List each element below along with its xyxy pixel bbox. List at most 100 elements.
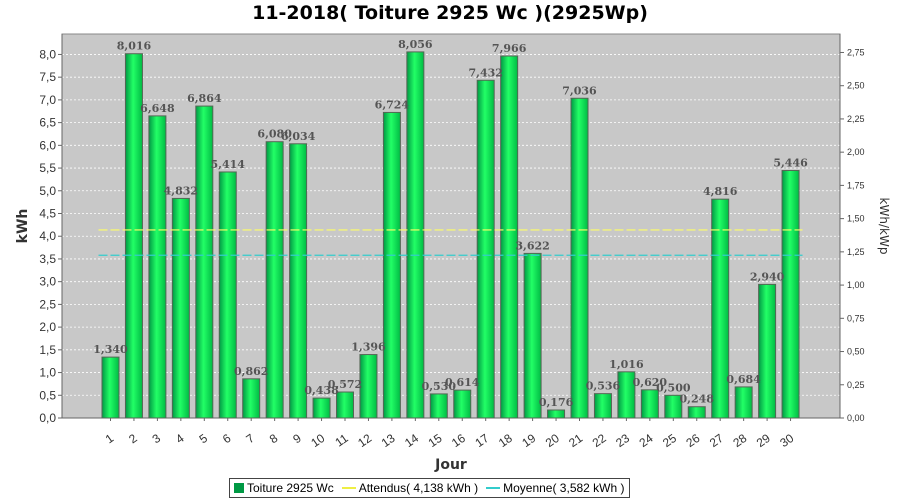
data-label: 0,862	[234, 365, 268, 378]
x-tick-label: 18	[496, 431, 515, 450]
bar	[547, 409, 566, 419]
x-tick-label: 7	[243, 431, 257, 446]
data-label: 0,176	[539, 396, 574, 409]
x-tick-label: 5	[197, 431, 211, 446]
bar	[289, 143, 308, 419]
x-tick-label: 20	[543, 431, 562, 450]
bar	[171, 197, 190, 419]
data-label: 6,724	[375, 98, 410, 111]
y-right-tick-label: 2,25	[847, 114, 865, 124]
legend: Toiture 2925 Wc Attendus( 4,138 kWh ) Mo…	[229, 478, 630, 498]
y-right-tick-label: 2,00	[847, 147, 865, 157]
bar	[312, 397, 331, 419]
bar	[336, 391, 354, 419]
data-label: 0,500	[656, 381, 691, 394]
x-tick-label: 25	[660, 431, 679, 450]
y-tick-label: 0,5	[39, 388, 56, 402]
x-tick-label: 26	[683, 431, 702, 450]
y-right-axis-title: kWh/kWp	[877, 198, 891, 255]
y-tick-label: 8,0	[39, 47, 56, 61]
x-tick-label: 22	[590, 431, 609, 450]
y-tick-label: 4,0	[39, 229, 56, 243]
data-label: 6,080	[257, 128, 292, 141]
bar	[195, 105, 214, 419]
legend-item-production: Toiture 2925 Wc	[234, 481, 334, 495]
bar	[476, 79, 495, 419]
y-right-tick-label: 0,50	[847, 347, 865, 357]
x-tick-label: 15	[426, 431, 445, 450]
legend-swatch-average	[486, 487, 501, 489]
chart-title: 11-2018( Toiture 2925 Wc )(2925Wp)	[252, 2, 648, 24]
x-tick-label: 16	[449, 431, 468, 450]
bar	[781, 170, 800, 419]
x-tick-label: 9	[290, 431, 304, 446]
bar	[593, 393, 612, 419]
y-tick-label: 2,0	[39, 320, 56, 334]
data-label: 0,620	[633, 376, 668, 389]
bar	[148, 115, 167, 419]
x-tick-label: 24	[637, 431, 656, 450]
data-label: 0,614	[445, 376, 480, 389]
bar	[359, 354, 378, 419]
y-right-tick-label: 0,75	[847, 313, 865, 323]
x-tick-label: 19	[519, 431, 538, 450]
bar	[242, 378, 261, 419]
y-right-tick-label: 2,75	[847, 47, 865, 57]
legend-swatch-expected	[341, 487, 356, 489]
y-tick-label: 6,0	[39, 138, 56, 152]
x-tick-label: 29	[754, 431, 773, 450]
x-tick-label: 10	[308, 431, 327, 450]
data-label: 7,432	[468, 66, 502, 79]
y-right-tick-label: 0,25	[847, 380, 865, 390]
y-tick-label: 2,5	[39, 297, 56, 311]
x-tick-label: 13	[379, 431, 398, 450]
data-label: 2,940	[750, 270, 785, 283]
bar	[523, 252, 542, 419]
bar	[687, 406, 706, 419]
y-tick-label: 1,5	[39, 343, 56, 357]
data-label: 8,016	[117, 40, 152, 53]
y-tick-label: 1,0	[39, 366, 56, 380]
y-tick-label: 5,0	[39, 184, 56, 198]
data-label: 1,016	[609, 358, 644, 371]
legend-label-expected: Attendus( 4,138 kWh )	[358, 481, 479, 495]
x-tick-label: 30	[777, 431, 796, 450]
y-right-tick-label: 1,00	[847, 280, 865, 290]
x-tick-label: 27	[707, 431, 726, 450]
bar	[500, 55, 519, 419]
y-tick-label: 6,5	[39, 116, 56, 130]
data-label: 1,396	[351, 341, 386, 354]
y-right-tick-label: 0,00	[847, 413, 865, 423]
bar	[429, 393, 448, 419]
data-label: 0,536	[586, 380, 621, 393]
y-tick-label: 0,0	[39, 411, 56, 425]
x-tick-label: 11	[332, 431, 351, 450]
data-label: 7,036	[562, 84, 597, 97]
y-tick-label: 7,0	[39, 93, 56, 107]
data-label: 0,684	[726, 373, 761, 386]
bar	[406, 51, 425, 419]
data-label: 0,438	[304, 384, 339, 397]
legend-swatch-production	[234, 483, 244, 493]
x-tick-label: 1	[103, 431, 117, 446]
bar	[453, 389, 472, 419]
y-tick-label: 5,5	[39, 161, 56, 175]
y-right-tick-label: 1,50	[847, 214, 865, 224]
bar	[382, 111, 401, 419]
y-tick-label: 7,5	[39, 70, 56, 84]
x-tick-label: 17	[472, 431, 491, 450]
data-label: 0,572	[328, 378, 362, 391]
y-tick-label: 4,5	[39, 207, 56, 221]
bar	[734, 386, 753, 419]
data-label: 5,414	[211, 158, 246, 171]
x-tick-label: 2	[126, 431, 140, 446]
legend-label-production: Toiture 2925 Wc	[247, 481, 334, 495]
x-tick-label: 14	[402, 431, 421, 450]
data-label: 6,864	[187, 92, 222, 105]
bar	[265, 141, 284, 419]
x-tick-label: 23	[613, 431, 632, 450]
legend-label-average: Moyenne( 3,582 kWh )	[503, 481, 625, 495]
data-label: 0,248	[680, 393, 715, 406]
